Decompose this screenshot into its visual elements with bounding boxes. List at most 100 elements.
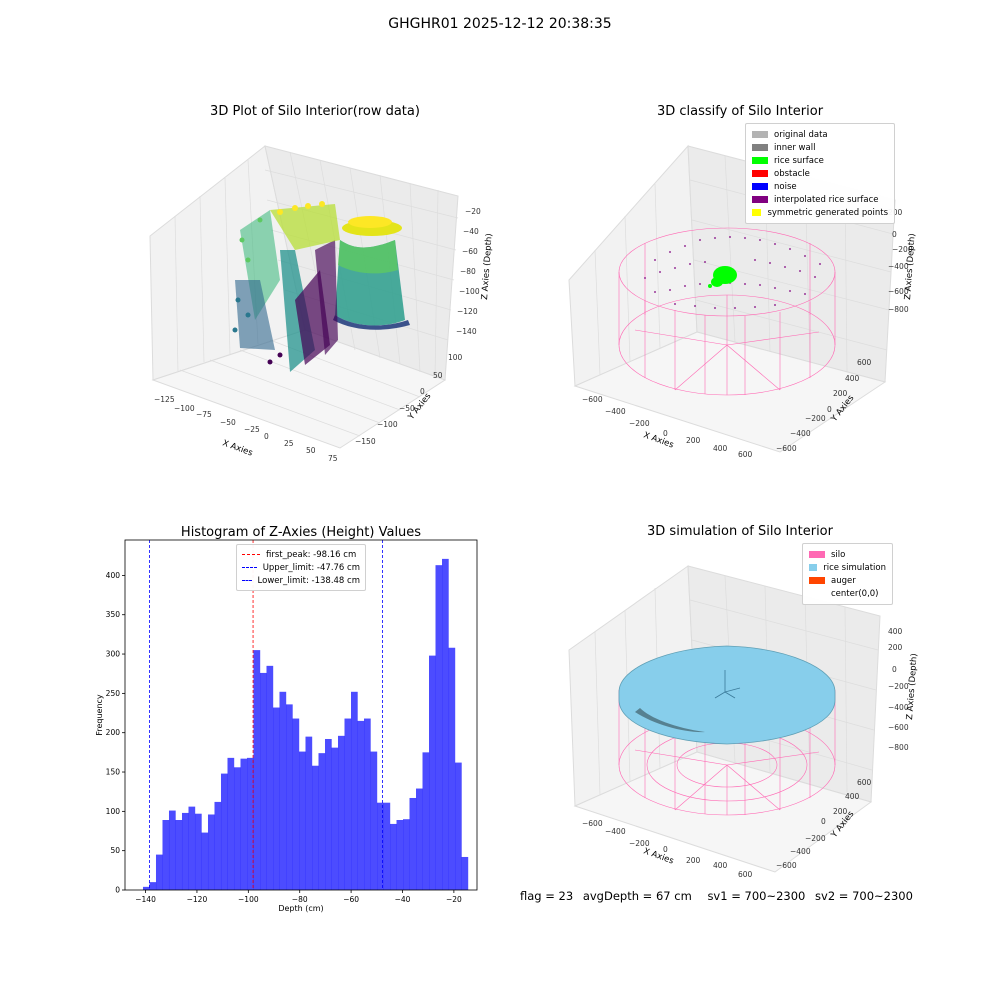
legend-item: center(0,0): [809, 587, 886, 600]
y-tick-label: 400: [106, 571, 121, 580]
raw-scatter-points: [232, 201, 410, 372]
classify-ytick: 0: [827, 405, 832, 414]
histogram-bar: [240, 758, 248, 890]
classify-rice-surface: [708, 266, 737, 288]
classify-3d-panel: 3D classify of Silo Interior: [555, 100, 925, 470]
classify-xtick: −400: [605, 407, 626, 416]
y-tick-label: 50: [110, 846, 120, 855]
histogram-chart: Histogram of Z-Axies (Height) Values −14…: [95, 525, 478, 913]
simulation-z-tick-labels: 400 200 0 −200 −400 −600 −800: [888, 627, 909, 752]
legend-swatch: [752, 209, 762, 216]
legend-item: rice simulation: [809, 561, 886, 574]
legend-label: rice surface: [774, 155, 824, 166]
classify-ytick: 200: [833, 389, 848, 398]
simulation-silo-wireframe: [618, 690, 836, 816]
legend-item: rice surface: [752, 154, 888, 167]
legend-label: original data: [774, 129, 828, 140]
simulation-3d-plot: −600 −400 −200 0 200 400 600 X Axies 600…: [568, 565, 920, 879]
histogram-bar: [175, 820, 183, 890]
classify-x-tick-labels: −600 −400 −200 0 200 400 600: [582, 395, 753, 459]
legend-label: auger: [831, 575, 856, 586]
classify-interpolated-surface: [644, 236, 821, 309]
histogram-bar: [279, 691, 287, 890]
histogram-bar: [207, 814, 215, 890]
classify-xtick: 200: [686, 436, 701, 445]
histogram-bar: [259, 672, 267, 890]
histogram-bar: [272, 707, 280, 890]
legend-swatch: [242, 580, 252, 581]
simulation-ytick: 600: [857, 778, 872, 787]
y-tick-label: 350: [106, 610, 121, 619]
legend-swatch: [752, 144, 768, 151]
simulation-ztick: 0: [892, 665, 897, 674]
raw-z-tick-labels: −20 −40 −60 −80 −100 −120 −140: [456, 207, 481, 336]
legend-swatch: [809, 551, 825, 558]
histogram-bar: [162, 820, 170, 890]
histogram-bar: [285, 704, 293, 890]
histogram-bar: [422, 752, 430, 890]
classify-z-tick-labels: 200 0 −200 −400 −600 −800: [888, 208, 913, 314]
raw-3d-plot: −125 −100 −75 −50 −25 0 25 50 75 X Axies…: [149, 145, 495, 463]
classify-z-axis-label: Z Axies (Depth): [903, 233, 918, 300]
histogram-bar: [155, 854, 163, 890]
raw-ztick: −60: [462, 247, 478, 256]
histogram-bar: [416, 788, 423, 890]
histogram-bar: [246, 757, 254, 890]
histogram-bar: [214, 801, 222, 890]
raw-xtick: −125: [154, 395, 175, 404]
histogram-bar: [403, 819, 410, 890]
classify-ytick: 600: [857, 358, 872, 367]
simulation-xtick: 400: [713, 861, 728, 870]
histogram-bar: [266, 665, 274, 890]
histogram-bar: [429, 655, 436, 890]
legend-label: silo: [831, 549, 846, 560]
simulation-3d-panel: 3D simulation of Silo Interior: [555, 520, 925, 880]
simulation-ytick: 200: [833, 807, 848, 816]
y-tick-label: 0: [115, 886, 120, 895]
classify-ztick: −800: [888, 305, 909, 314]
histogram-x-ticks: −140 −120 −100 −80 −60 −40 −20: [135, 890, 462, 904]
classify-ztick: −200: [892, 245, 913, 254]
raw-ztick: −40: [463, 227, 479, 236]
histogram-bar: [253, 650, 261, 890]
simulation-xtick: 600: [738, 870, 753, 879]
simulation-x-axis-label: X Axies: [642, 846, 675, 866]
histogram-bar: [227, 757, 235, 890]
classify-ztick: 0: [892, 230, 897, 239]
legend-swatch: [752, 131, 768, 138]
histogram-bar: [390, 823, 397, 890]
legend-swatch: [752, 170, 768, 177]
status-bar: flag = 23 avgDepth = 67 cm sv1 = 700~230…: [520, 889, 919, 903]
raw-ztick: −100: [459, 287, 480, 296]
raw-xtick: 25: [284, 439, 294, 448]
sv2-value: sv2 = 700~2300: [815, 889, 913, 903]
raw-xtick: 75: [328, 454, 338, 463]
classify-legend: original data inner wall rice surface ob…: [745, 123, 895, 224]
histogram-bar: [461, 856, 469, 890]
classify-ytick: −600: [776, 444, 797, 453]
raw-ztick: −80: [460, 267, 476, 276]
legend-swatch: [809, 590, 825, 597]
legend-item: interpolated rice surface: [752, 193, 888, 206]
legend-label: Upper_limit: -47.76 cm: [262, 562, 360, 573]
y-tick-label: 250: [106, 689, 121, 698]
histogram-bar: [324, 738, 332, 890]
classify-xtick: 600: [738, 450, 753, 459]
histogram-x-axis-label: Depth (cm): [278, 904, 323, 913]
legend-label: inner wall: [774, 142, 816, 153]
histogram-y-ticks: 0 50 100 150 200 250 300 350 400: [106, 571, 125, 895]
raw-ztick: −20: [465, 207, 481, 216]
legend-item: obstacle: [752, 167, 888, 180]
simulation-ztick: −800: [888, 743, 909, 752]
legend-item: auger: [809, 574, 886, 587]
classify-xtick: −600: [582, 395, 603, 404]
histogram-bar: [383, 802, 391, 890]
simulation-xtick: 0: [663, 845, 668, 854]
simulation-x-tick-labels: −600 −400 −200 0 200 400 600: [582, 819, 753, 879]
legend-item: first_peak: -98.16 cm: [242, 548, 360, 561]
legend-swatch: [752, 157, 768, 164]
raw-xtick: 0: [264, 432, 269, 441]
simulation-ytick: −600: [776, 861, 797, 870]
raw-xtick: 50: [306, 446, 316, 455]
simulation-ztick: −200: [888, 682, 909, 691]
